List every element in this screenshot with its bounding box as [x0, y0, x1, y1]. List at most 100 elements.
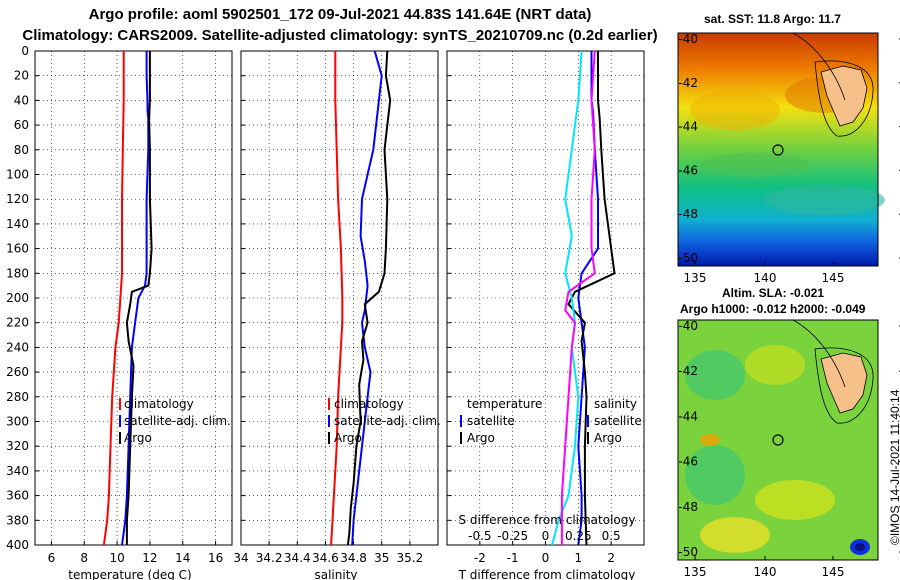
- x-tick-label: 35: [374, 551, 389, 565]
- map-lat-label: -46: [678, 455, 698, 469]
- t-difference-label: T difference from climatology: [458, 568, 636, 580]
- temperature-axis-label: temperature (deg C): [68, 568, 191, 580]
- argo-location-marker: [772, 144, 784, 156]
- s-diff-tick-label: -0.5: [468, 529, 491, 543]
- sst-map: -40 -42 -44 -46 -48 -50 135 140 145: [677, 32, 900, 285]
- map-lon-label: 135: [684, 271, 707, 285]
- series-line-satellite-adj-clim-: [121, 51, 150, 546]
- legend-argo: Argo: [334, 431, 362, 445]
- map-lon-label: 145: [822, 271, 845, 285]
- x-tick-label: 34.8: [340, 551, 367, 565]
- x-tick-label: 2: [607, 551, 615, 565]
- legend-argo: Argo: [124, 431, 152, 445]
- x-tick-label: -2: [474, 551, 486, 565]
- depth-tick-label: 60: [14, 118, 29, 132]
- depth-tick-label: 380: [6, 513, 29, 527]
- title-line-2: Climatology: CARS2009. Satellite-adjuste…: [22, 27, 658, 44]
- x-tick-label: 14: [175, 551, 190, 565]
- difference-panel: -2 -1 0 1 2 -0.5 -0.25 0 0.25 0.5 S difference fr…: [446, 50, 645, 580]
- map-lat-label: -50: [678, 251, 698, 265]
- depth-tick-label: 180: [6, 266, 29, 280]
- depth-tick-label: 260: [6, 365, 29, 379]
- map-lat-label: -44: [678, 409, 698, 423]
- series-line-satellite-adj-clim-: [351, 50, 383, 546]
- s-diff-tick-label: 0.5: [602, 529, 621, 543]
- x-tick-label: 10: [109, 551, 124, 565]
- title-line-1: Argo profile: aoml 5902501_172 09-Jul-20…: [88, 6, 592, 23]
- difference-legend-right: salinity satellite Argo: [587, 397, 642, 445]
- depth-tick-label: 320: [6, 439, 29, 453]
- x-tick-label: 34.4: [284, 551, 311, 565]
- map-lat-label: -42: [678, 76, 698, 90]
- x-tick-label: 8: [80, 551, 88, 565]
- salinity-legend: climatology satellite-adj. clim. Argo: [328, 397, 441, 445]
- depth-tick-label: 100: [6, 168, 29, 182]
- x-tick-label: 12: [142, 551, 157, 565]
- depth-tick-label: 360: [6, 489, 29, 503]
- map-lat-label: -50: [678, 545, 698, 559]
- legend-salinity: salinity: [594, 397, 637, 411]
- depth-tick-label: 0: [21, 44, 29, 58]
- map-lat-label: -40: [678, 32, 698, 46]
- temperature-panel: 6 8 10 12 14 16 temperature (deg C) climatolo…: [34, 50, 233, 580]
- depth-tick-label: 40: [14, 93, 29, 107]
- map-lon-label: 140: [754, 565, 777, 579]
- series-line-argo: [125, 51, 153, 545]
- map-lon-label: 145: [822, 565, 845, 579]
- legend-t-satellite: satellite: [467, 414, 515, 428]
- depth-tick-label: 400: [6, 538, 29, 552]
- profile-charts: 0204060801001201401601802002202402602803…: [6, 44, 645, 580]
- legend-climatology: climatology: [124, 397, 194, 411]
- difference-legend-left: temperature satellite Argo: [460, 397, 542, 445]
- argo-location-marker: [772, 434, 784, 446]
- depth-tick-label: 340: [6, 464, 29, 478]
- sla-map-title: Altim. SLA: -0.021: [722, 286, 825, 300]
- map-lat-label: -44: [678, 120, 698, 134]
- x-tick-label: 6: [48, 551, 56, 565]
- depth-tick-label: 120: [6, 192, 29, 206]
- series-line-s-satellite: [551, 50, 583, 546]
- x-tick-label: 34.6: [312, 551, 339, 565]
- x-tick-label: 1: [575, 551, 583, 565]
- depth-tick-label: 300: [6, 415, 29, 429]
- map-lon-label: 135: [684, 565, 707, 579]
- sst-map-title: sat. SST: 11.8 Argo: 11.7: [704, 12, 841, 26]
- legend-temperature: temperature: [467, 397, 542, 411]
- sla-map: -40 -42 -44 -46 -48 -50 135 140 145: [677, 319, 900, 579]
- legend-climatology: climatology: [334, 397, 404, 411]
- series-line-s-argo: [560, 50, 596, 545]
- map-lat-label: -48: [678, 500, 698, 514]
- series-line-climatology: [102, 51, 125, 546]
- x-tick-label: 35.2: [396, 551, 423, 565]
- x-tick-label: 34.2: [256, 551, 283, 565]
- depth-tick-label: 140: [6, 217, 29, 231]
- s-diff-tick-label: 0.25: [565, 529, 592, 543]
- salinity-panel: 34 34.2 34.4 34.6 34.8 35 35.2 salinity climat…: [233, 50, 441, 580]
- x-tick-label: 0: [542, 551, 550, 565]
- legend-s-argo: Argo: [594, 431, 622, 445]
- x-tick-label: -1: [507, 551, 519, 565]
- map-lat-label: -48: [678, 207, 698, 221]
- s-difference-label: S difference from climatology: [459, 513, 636, 527]
- sla-map-subtitle: Argo h1000: -0.012 h2000: -0.049: [680, 302, 866, 316]
- series-line-argo: [346, 50, 392, 546]
- map-lon-label: 140: [754, 271, 777, 285]
- s-diff-tick-label: -0.25: [497, 529, 528, 543]
- depth-tick-label: 20: [14, 69, 29, 83]
- legend-t-argo: Argo: [467, 431, 495, 445]
- x-tick-label: 16: [208, 551, 223, 565]
- depth-tick-label: 280: [6, 390, 29, 404]
- map-lat-label: -40: [678, 319, 698, 333]
- credit-footer: ©IMOS 14-Jul-2021 11:40:14: [888, 389, 900, 545]
- legend-s-satellite: satellite: [594, 414, 642, 428]
- map-lat-label: -46: [678, 163, 698, 177]
- legend-satellite-adj: satellite-adj. clim.: [124, 414, 231, 428]
- map-lat-label: -42: [678, 364, 698, 378]
- legend-satellite-adj: satellite-adj. clim.: [334, 414, 441, 428]
- depth-tick-label: 80: [14, 143, 29, 157]
- depth-tick-label: 240: [6, 340, 29, 354]
- s-diff-tick-label: 0: [542, 529, 550, 543]
- x-tick-label: 34: [233, 551, 248, 565]
- depth-tick-label: 220: [6, 316, 29, 330]
- temperature-legend: climatology satellite-adj. clim. Argo: [119, 397, 231, 445]
